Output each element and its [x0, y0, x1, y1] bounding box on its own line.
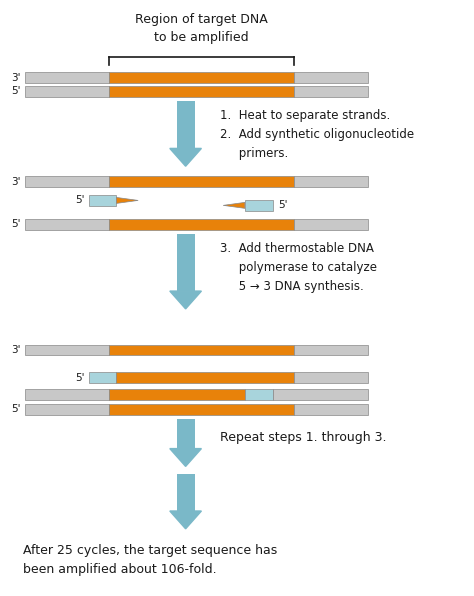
- Bar: [25, 86, 109, 97]
- Text: 5': 5': [279, 390, 288, 399]
- Text: 3': 3': [11, 345, 20, 355]
- Bar: [294, 404, 368, 415]
- Text: 5': 5': [11, 86, 20, 97]
- Polygon shape: [117, 197, 138, 203]
- Polygon shape: [170, 511, 201, 529]
- Text: 5': 5': [11, 405, 20, 414]
- Bar: [294, 344, 368, 355]
- Bar: [25, 344, 109, 355]
- Bar: [25, 72, 109, 83]
- Text: 1.  Heat to separate strands.
2.  Add synthetic oligonucleotide
     primers.: 1. Heat to separate strands. 2. Add synt…: [220, 109, 414, 160]
- Bar: [109, 86, 294, 97]
- Polygon shape: [170, 449, 201, 467]
- Bar: [25, 389, 109, 400]
- Bar: [177, 474, 194, 511]
- Bar: [245, 389, 273, 400]
- Bar: [109, 72, 294, 83]
- Bar: [177, 234, 194, 291]
- Bar: [245, 200, 273, 211]
- Bar: [25, 404, 109, 415]
- Polygon shape: [170, 148, 201, 166]
- Polygon shape: [170, 291, 201, 309]
- Text: 3.  Add thermostable DNA
     polymerase to catalyze
     5 → 3 DNA synthesis.: 3. Add thermostable DNA polymerase to ca…: [220, 241, 377, 293]
- Bar: [25, 176, 109, 187]
- Bar: [109, 404, 294, 415]
- Text: to be amplified: to be amplified: [154, 30, 249, 44]
- Bar: [89, 372, 117, 383]
- Text: 5': 5': [279, 200, 288, 210]
- Bar: [25, 219, 109, 229]
- Bar: [294, 86, 368, 97]
- Bar: [109, 219, 294, 229]
- Bar: [294, 219, 368, 229]
- Bar: [294, 372, 368, 383]
- Text: 5': 5': [75, 195, 85, 206]
- Text: 3': 3': [11, 176, 20, 187]
- Bar: [109, 176, 294, 187]
- Text: 3': 3': [11, 73, 20, 83]
- Text: Repeat steps 1. through 3.: Repeat steps 1. through 3.: [220, 431, 387, 444]
- Bar: [117, 372, 294, 383]
- Bar: [294, 72, 368, 83]
- Bar: [109, 389, 245, 400]
- Bar: [177, 101, 194, 148]
- Text: After 25 cycles, the target sequence has
been amplified about 106-fold.: After 25 cycles, the target sequence has…: [23, 544, 277, 576]
- Bar: [109, 344, 294, 355]
- Bar: [273, 389, 368, 400]
- Text: Region of target DNA: Region of target DNA: [135, 13, 268, 26]
- Polygon shape: [223, 203, 245, 209]
- Bar: [89, 195, 117, 206]
- Text: 5': 5': [75, 372, 85, 383]
- Bar: [294, 176, 368, 187]
- Text: 5': 5': [11, 219, 20, 229]
- Bar: [177, 419, 194, 449]
